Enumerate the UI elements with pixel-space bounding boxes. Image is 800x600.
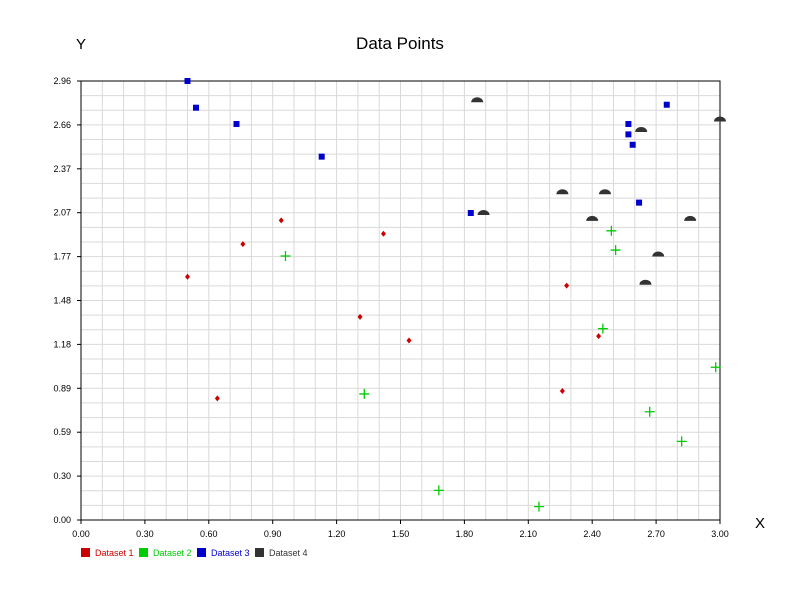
data-point (652, 251, 665, 257)
y-tick-label: 2.66 (53, 120, 71, 130)
legend-swatch (197, 548, 206, 557)
y-tick-label: 0.30 (53, 471, 71, 481)
x-tick-label: 2.10 (520, 529, 538, 539)
legend-swatch (255, 548, 264, 557)
data-point (433, 485, 444, 496)
data-point (625, 131, 632, 138)
data-point (406, 337, 412, 344)
x-axis-ticks: 0.00 0.30 0.60 0.90 1.20 1.50 1.80 2.10 2.40 2.70… (72, 520, 729, 539)
data-point (635, 126, 648, 132)
data-point (586, 215, 599, 221)
x-tick-label: 3.00 (711, 529, 729, 539)
data-point (471, 97, 484, 103)
x-tick-label: 0.00 (72, 529, 90, 539)
data-point (477, 209, 490, 215)
x-tick-label: 0.90 (264, 529, 282, 539)
data-point (610, 245, 621, 256)
data-point (559, 387, 565, 394)
x-tick-label: 2.40 (583, 529, 601, 539)
data-point (318, 153, 325, 160)
grid (81, 81, 720, 520)
data-points (184, 78, 726, 512)
data-point (714, 116, 726, 122)
series-dataset-2 (280, 225, 721, 512)
legend: Dataset 1 Dataset 2 Dataset 3 Dataset 4 (81, 548, 308, 558)
data-point (193, 104, 200, 111)
y-tick-label: 1.48 (53, 296, 71, 306)
data-point (357, 313, 363, 320)
y-axis-label: Y (76, 36, 86, 53)
y-tick-label: 1.77 (53, 252, 71, 262)
x-axis-label: X (755, 515, 765, 532)
data-point (233, 121, 240, 128)
y-tick-label: 1.18 (53, 339, 71, 349)
data-point (533, 501, 544, 512)
legend-label: Dataset 3 (211, 548, 250, 558)
series-dataset-1 (185, 217, 602, 402)
data-point (185, 273, 190, 280)
y-axis-ticks: 0.00 0.30 0.59 0.89 1.18 1.48 1.77 2.07 2.37 2.66… (53, 76, 81, 525)
y-tick-label: 0.59 (53, 427, 71, 437)
data-point (598, 189, 611, 195)
legend-label: Dataset 2 (153, 548, 192, 558)
x-tick-label: 2.70 (647, 529, 665, 539)
data-point (676, 436, 687, 447)
data-point (380, 230, 386, 237)
data-point (240, 241, 246, 248)
legend-swatch (139, 548, 148, 557)
series-dataset-3 (184, 78, 670, 216)
data-point (629, 141, 636, 148)
data-point (556, 189, 569, 195)
data-point (359, 388, 370, 399)
y-tick-label: 0.89 (53, 383, 71, 393)
legend-label: Dataset 4 (269, 548, 308, 558)
y-tick-label: 2.07 (53, 208, 71, 218)
y-tick-label: 2.37 (53, 164, 71, 174)
x-tick-label: 1.50 (392, 529, 410, 539)
data-point (184, 78, 191, 84)
data-point (644, 406, 655, 417)
data-point (684, 215, 697, 221)
data-point (606, 225, 617, 236)
data-point (278, 217, 284, 224)
data-point (597, 323, 608, 334)
data-point (625, 121, 632, 128)
y-tick-label: 0.00 (53, 515, 71, 525)
x-tick-label: 0.30 (136, 529, 154, 539)
data-point (663, 101, 670, 108)
data-point (214, 395, 220, 402)
x-tick-label: 0.60 (200, 529, 218, 539)
x-tick-label: 1.20 (328, 529, 346, 539)
series-dataset-4 (471, 97, 726, 285)
data-point (596, 333, 602, 340)
data-point (467, 209, 474, 216)
legend-swatch (81, 548, 90, 557)
data-point (639, 279, 652, 285)
x-tick-label: 1.80 (456, 529, 474, 539)
data-point (564, 282, 570, 289)
data-point (710, 362, 721, 373)
chart-title: Data Points (356, 34, 444, 53)
y-tick-label: 2.96 (53, 76, 71, 86)
data-point (636, 199, 643, 206)
legend-label: Dataset 1 (95, 548, 134, 558)
data-point (280, 251, 291, 262)
